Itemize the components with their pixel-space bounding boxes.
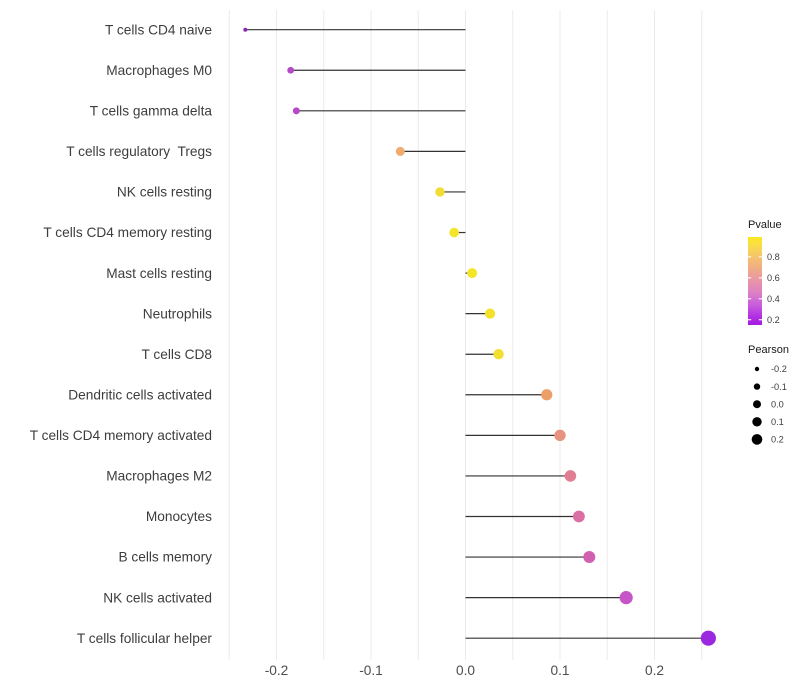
pvalue-legend-title: Pvalue: [748, 219, 782, 231]
size-legend-dot: [752, 417, 762, 427]
x-tick-label: -0.2: [265, 663, 289, 678]
lollipop-point: [700, 630, 716, 646]
category-label: Monocytes: [146, 509, 212, 524]
category-label: Macrophages M0: [106, 63, 212, 78]
size-legend-dot: [754, 366, 760, 372]
lollipop-point: [435, 187, 445, 197]
category-label: T cells CD4 memory activated: [30, 428, 212, 443]
size-legend-dot: [753, 383, 761, 390]
size-legend-label: -0.1: [771, 382, 787, 392]
lollipop-point: [573, 510, 585, 523]
lollipop-point: [493, 349, 504, 360]
x-tick-label: 0.2: [645, 663, 664, 678]
category-label: Neutrophils: [143, 306, 212, 321]
y-axis-labels-group: T cells CD4 naive Macrophages M0 T cells g…: [30, 22, 213, 645]
colorbar-tick-label: 0.8: [767, 252, 780, 262]
lollipop-point: [467, 268, 478, 279]
colorbar-tick-label: 0.2: [767, 315, 780, 325]
lollipop-point: [243, 27, 248, 32]
pvalue-colorbar: [748, 237, 762, 325]
category-label: T cells gamma delta: [90, 104, 213, 119]
size-legend-dot: [753, 400, 761, 409]
legend-group: Pvalue 0.8 0.6 0.4 0.2 Pearson -0.2 -0.1 0.0 0…: [748, 219, 789, 445]
lollipop-point: [287, 66, 295, 74]
lollipop-point: [292, 107, 300, 115]
category-label: T cells CD4 naive: [105, 22, 212, 37]
gridlines-group: [228, 10, 703, 660]
category-label: Macrophages M2: [106, 469, 212, 484]
size-legend-label: 0.1: [771, 417, 784, 427]
colorbar-tick-label: 0.4: [767, 294, 780, 304]
colorbar-tick-label: 0.6: [767, 273, 780, 283]
category-label: NK cells resting: [117, 185, 212, 200]
category-label: T cells CD4 memory resting: [43, 225, 212, 240]
lollipop-point: [554, 429, 566, 442]
lollipop-point: [583, 551, 596, 564]
pearson-legend-title: Pearson: [748, 344, 789, 356]
lollipop-point: [541, 389, 553, 401]
lollipop-point: [395, 146, 405, 156]
lollipop-point: [564, 470, 577, 482]
x-tick-label: -0.1: [359, 663, 383, 678]
category-label: B cells memory: [118, 550, 212, 565]
x-axis-labels-group: -0.2 -0.1 0.0 0.1 0.2: [265, 663, 664, 678]
pearson-size-legend-group: -0.2 -0.1 0.0 0.1 0.2: [751, 364, 787, 445]
category-label: T cells follicular helper: [77, 631, 213, 646]
lollipop-point: [484, 308, 496, 319]
x-tick-label: 0.0: [456, 663, 475, 678]
category-label: T cells regulatory Tregs: [66, 144, 212, 159]
size-legend-label: -0.2: [771, 364, 787, 374]
category-label: NK cells activated: [103, 590, 212, 605]
category-label: T cells CD8: [142, 347, 213, 362]
points-group: [243, 27, 716, 646]
size-legend-label: 0.0: [771, 399, 784, 409]
category-label: Mast cells resting: [106, 266, 212, 281]
size-legend-dot: [751, 434, 763, 445]
size-legend-label: 0.2: [771, 435, 784, 445]
category-label: Dendritic cells activated: [68, 387, 212, 402]
lollipop-point: [449, 227, 459, 238]
lollipop-point: [619, 591, 633, 605]
stems-group: [245, 29, 709, 639]
pvalue-colorbar-ticks-group: 0.8 0.6 0.4 0.2: [748, 252, 780, 325]
x-tick-label: 0.1: [550, 663, 569, 678]
